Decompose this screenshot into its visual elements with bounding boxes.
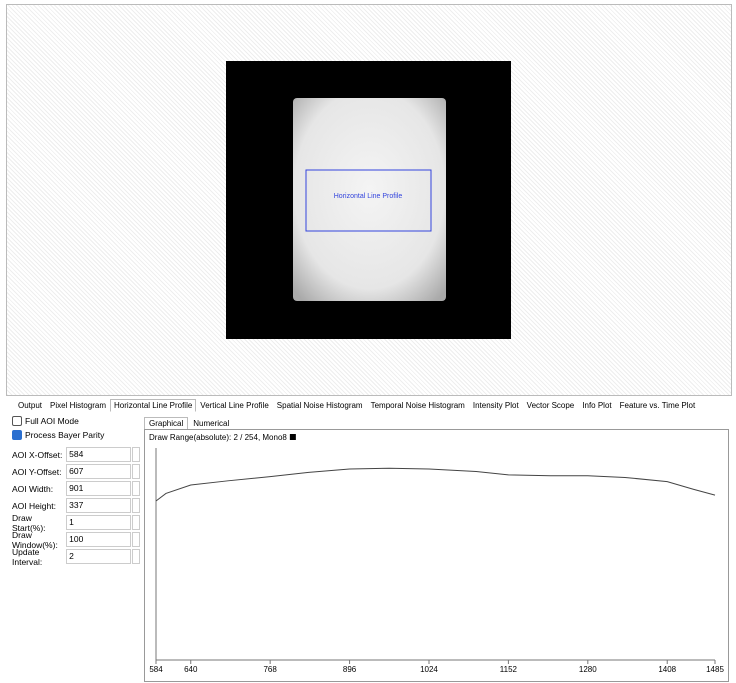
x-tick-label: 896 (343, 665, 357, 674)
x-tick-label: 1024 (420, 665, 438, 674)
profile-line (155, 467, 716, 502)
field-label: AOI Y-Offset: (12, 466, 62, 477)
x-tick-label: 640 (184, 665, 198, 674)
field-row: AOI Height: 337 (12, 497, 140, 514)
field-label: Draw Start(%): (12, 512, 46, 533)
tab[interactable]: Intensity Plot (472, 401, 519, 410)
tab[interactable]: Feature vs. Time Plot (619, 401, 696, 410)
tab[interactable]: Spatial Noise Histogram (276, 401, 363, 410)
tab[interactable]: Temporal Noise Histogram (370, 401, 465, 410)
x-tick-label: 584 (149, 665, 163, 674)
tab[interactable]: Vector Scope (526, 401, 575, 410)
aoi-label: Horizontal Line Profile (334, 193, 403, 200)
viewer-canvas: Horizontal Line Profile (226, 61, 511, 339)
subtab[interactable]: Numerical (193, 419, 230, 428)
spinner[interactable] (132, 549, 140, 564)
checkbox-label: Full AOI Mode (25, 416, 79, 426)
field-row: AOI Y-Offset: 607 (12, 463, 140, 480)
field-label: Update Interval: (12, 546, 43, 567)
x-tick-label: 1408 (658, 665, 676, 674)
field-input[interactable]: 337 (66, 498, 132, 513)
field-row: Update Interval: 2 (12, 546, 140, 567)
checkbox-row: Full AOI Mode (12, 414, 140, 428)
tab[interactable]: Pixel Histogram (50, 401, 107, 410)
field-row: Draw Start(%): 1 (12, 512, 140, 533)
checkbox-row: Process Bayer Parity (12, 428, 140, 442)
x-tick-label: 768 (263, 665, 277, 674)
spinner[interactable] (132, 464, 140, 479)
sample (293, 98, 446, 301)
tab[interactable]: Output (18, 401, 43, 410)
field-label: AOI Height: (12, 500, 56, 511)
spinner[interactable] (132, 532, 140, 547)
tab[interactable]: Info Plot (582, 401, 612, 410)
settings-panel: Full AOI Mode Process Bayer Parity AOI X-O… (12, 414, 140, 567)
field-row: AOI X-Offset: 584 (12, 446, 140, 463)
checkbox[interactable] (12, 416, 22, 426)
field-label: AOI X-Offset: (12, 449, 63, 460)
aoi-rectangle[interactable] (305, 169, 432, 232)
field-input[interactable]: 584 (66, 447, 132, 462)
plot-panel: Draw Range(absolute): 2 / 254, Mono8 584 6… (144, 429, 729, 682)
chart-title: Draw Range(absolute): 2 / 254, Mono8 (149, 433, 287, 442)
spinner[interactable] (132, 515, 140, 530)
spinner[interactable] (132, 481, 140, 496)
field-row: Draw Window(%): 100 (12, 529, 140, 550)
field-input[interactable]: 901 (66, 481, 132, 496)
chart: Draw Range(absolute): 2 / 254, Mono8 584 6… (149, 433, 724, 674)
checkbox[interactable] (12, 430, 22, 440)
field-input[interactable]: 2 (66, 549, 132, 564)
spinner[interactable] (132, 498, 140, 513)
checkbox-label: Process Bayer Parity (25, 430, 105, 440)
field-input[interactable]: 100 (66, 532, 132, 547)
x-tick-label: 1152 (500, 665, 518, 674)
field-label: AOI Width: (12, 483, 54, 494)
tab-bar: Output Pixel Histogram Horizontal Line Pro… (14, 399, 699, 412)
field-row: AOI Width: 901 (12, 480, 140, 497)
spinner[interactable] (132, 447, 140, 462)
field-input[interactable]: 607 (66, 464, 132, 479)
tab[interactable]: Vertical Line Profile (200, 401, 269, 410)
color-swatch (289, 434, 296, 440)
tab[interactable]: Horizontal Line Profile (110, 399, 197, 412)
x-tick-label: 1280 (579, 665, 597, 674)
field-label: Draw Window(%): (12, 529, 58, 550)
field-input[interactable]: 1 (66, 515, 132, 530)
x-tick-label: 1485 (706, 665, 724, 674)
image-viewer: Horizontal Line Profile (6, 4, 732, 396)
